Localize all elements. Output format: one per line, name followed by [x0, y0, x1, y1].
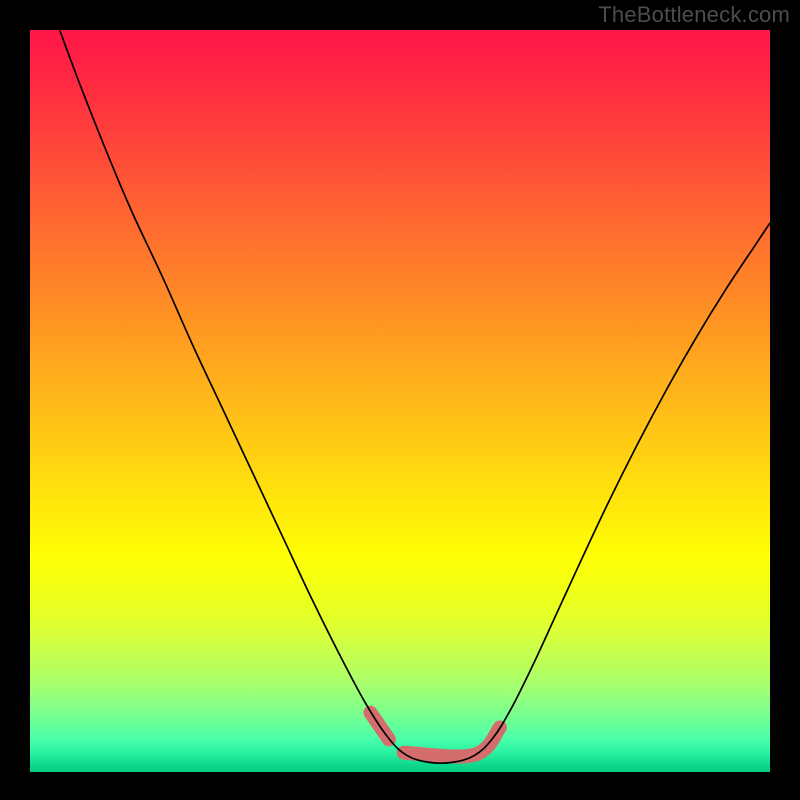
watermark-label: TheBottleneck.com [598, 2, 790, 28]
gradient-plot-area [30, 30, 770, 772]
chart-stage: TheBottleneck.com [0, 0, 800, 800]
bottleneck-chart [0, 0, 800, 800]
